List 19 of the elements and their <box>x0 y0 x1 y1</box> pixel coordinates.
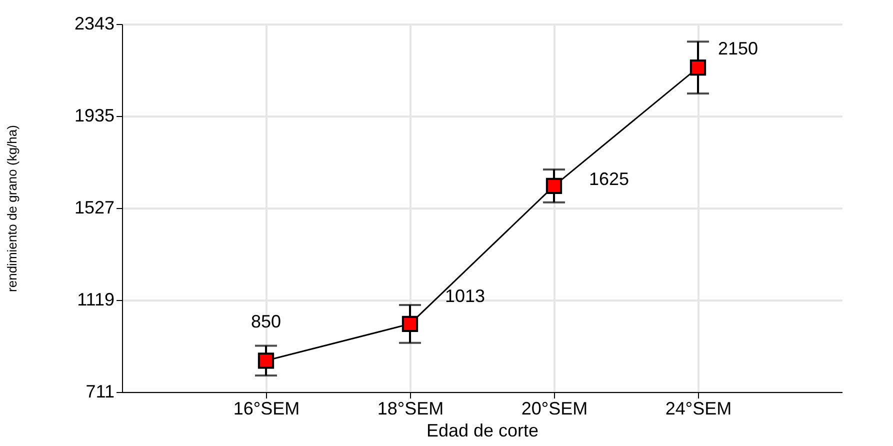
point <box>402 316 418 332</box>
x-tick-label: 24°SEM <box>665 398 732 418</box>
x-tick-label: 18°SEM <box>377 398 444 418</box>
y-tick-label: 711 <box>86 382 114 402</box>
y-tick-label: 1935 <box>74 106 114 126</box>
y-tick-label: 1527 <box>74 198 114 218</box>
point <box>258 352 274 369</box>
point <box>546 178 562 194</box>
y-axis-title: rendimiento de grano (kg/ha) <box>4 125 20 292</box>
data-label: 1625 <box>588 168 630 189</box>
point <box>690 59 706 76</box>
x-axis-title: Edad de corte <box>426 420 539 440</box>
y-tick-label: 2343 <box>74 14 114 34</box>
x-tick-label: 16°SEM <box>233 398 300 418</box>
data-label: 1013 <box>444 286 486 306</box>
x-tick-label: 20°SEM <box>521 398 588 418</box>
data-label: 2150 <box>718 38 758 59</box>
y-tick-label: 1119 <box>77 290 114 310</box>
data-label: 850 <box>250 312 282 332</box>
